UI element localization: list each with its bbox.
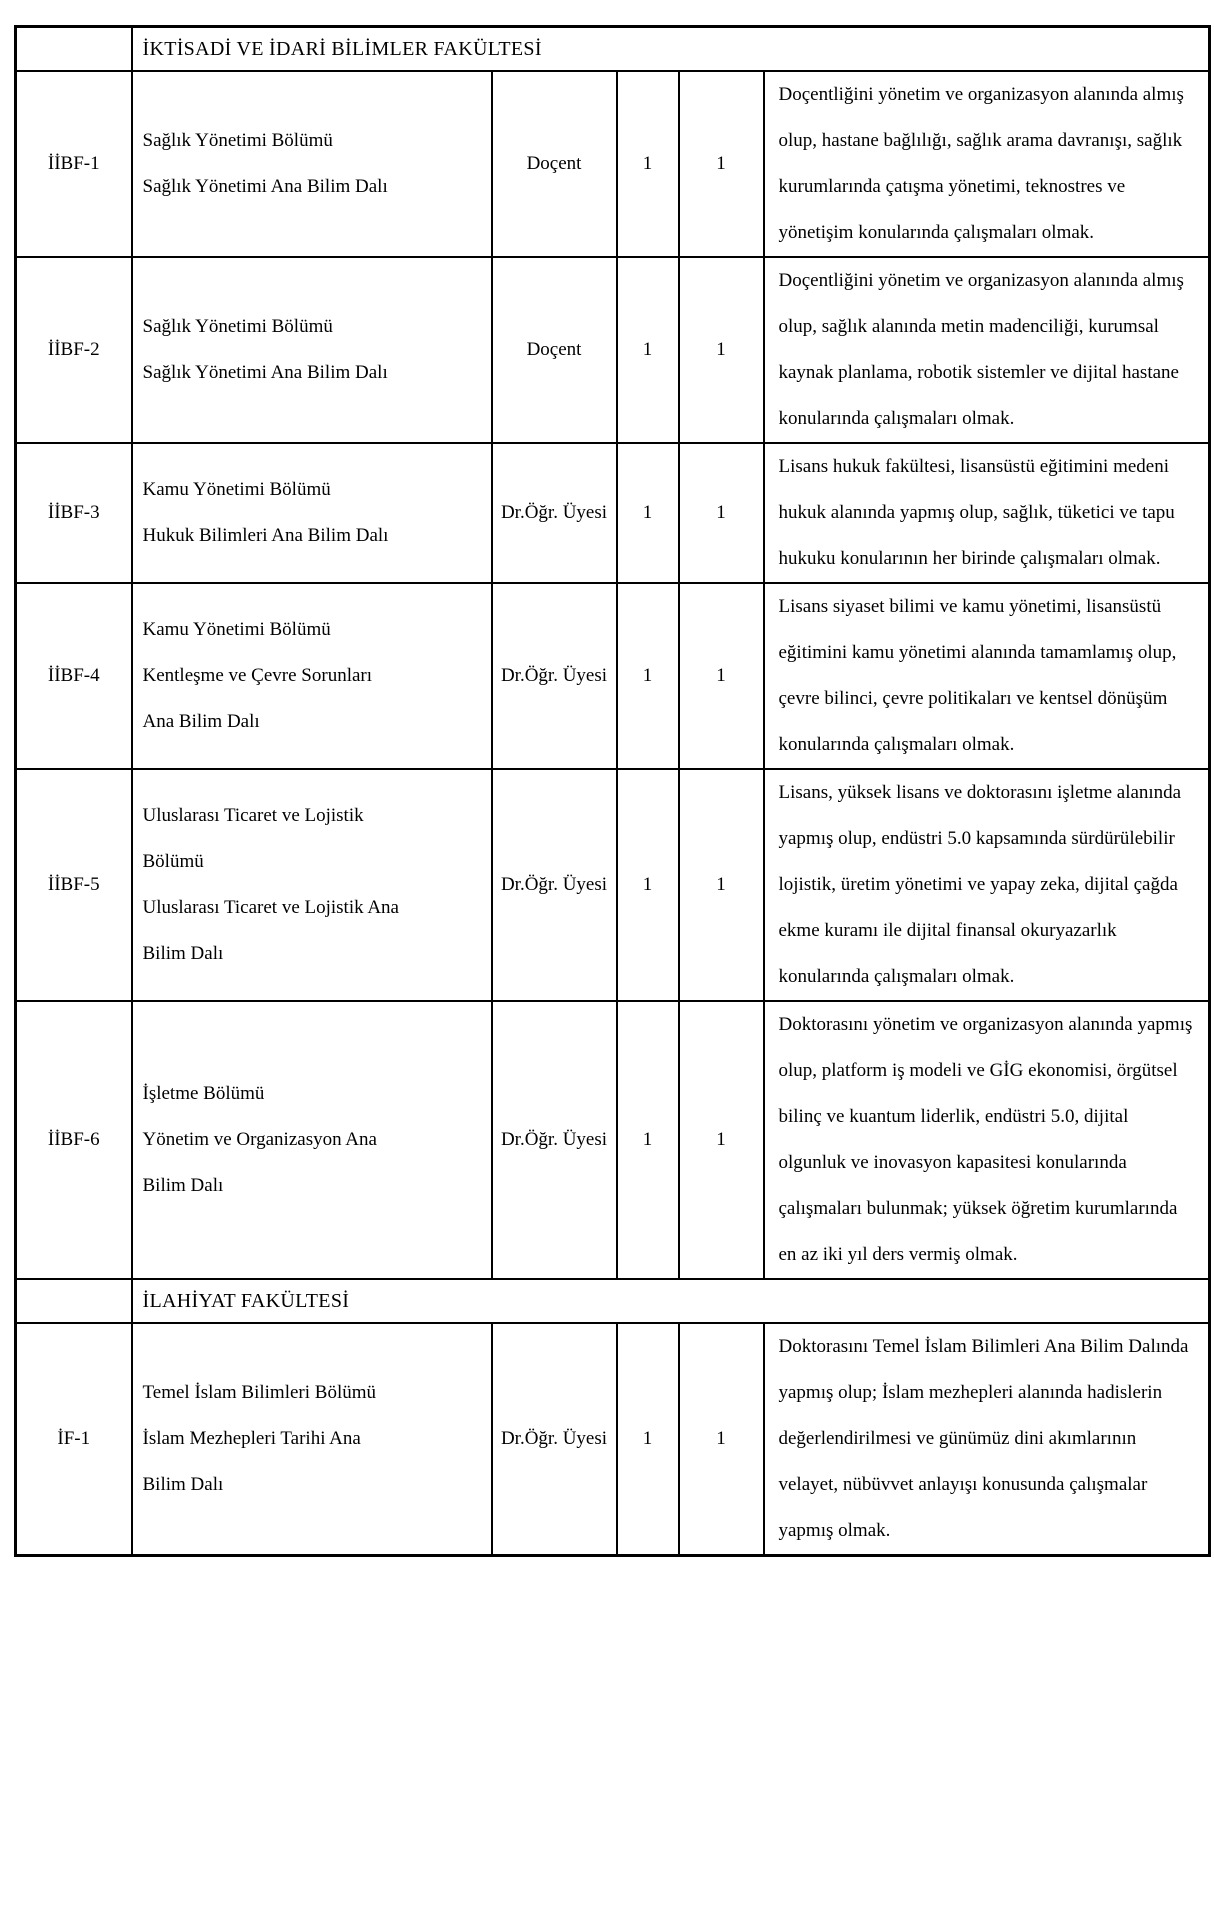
department-line: Uluslarası Ticaret ve Lojistik Ana xyxy=(142,897,399,918)
position-count: 1 xyxy=(615,768,680,1002)
requirements-description: Lisans hukuk fakültesi, lisansüstü eğiti… xyxy=(762,442,1211,584)
department-cell: Sağlık Yönetimi Bölümü Sağlık Yönetimi A… xyxy=(130,70,493,258)
table-row: İİBF-1 Sağlık Yönetimi Bölümü Sağlık Yön… xyxy=(14,70,1211,258)
position-code: İİBF-2 xyxy=(14,256,133,444)
department-line: İslam Mezhepleri Tarihi Ana xyxy=(142,1428,361,1449)
academic-title: Dr.Öğr. Üyesi xyxy=(490,1000,618,1280)
position-degree: 1 xyxy=(677,442,765,584)
position-count: 1 xyxy=(615,442,680,584)
department-line: Temel İslam Bilimleri Bölümü xyxy=(142,1382,377,1403)
department-line: Kamu Yönetimi Bölümü xyxy=(142,479,331,500)
table-row: İİBF-5 Uluslarası Ticaret ve Lojistik Bö… xyxy=(14,768,1211,1002)
section-header-row: İLAHİYAT FAKÜLTESİ xyxy=(14,1278,1211,1324)
department-line: Yönetim ve Organizasyon Ana xyxy=(142,1129,377,1150)
department-line: Hukuk Bilimleri Ana Bilim Dalı xyxy=(142,525,389,546)
position-count: 1 xyxy=(615,1000,680,1280)
requirements-description: Lisans, yüksek lisans ve doktorasını işl… xyxy=(762,768,1211,1002)
position-count: 1 xyxy=(615,70,680,258)
department-line: Sağlık Yönetimi Bölümü xyxy=(142,316,333,337)
position-code: İİBF-3 xyxy=(14,442,133,584)
department-line: Sağlık Yönetimi Ana Bilim Dalı xyxy=(142,362,388,383)
section-title: İLAHİYAT FAKÜLTESİ xyxy=(130,1278,1211,1324)
department-line: İşletme Bölümü xyxy=(142,1083,265,1104)
academic-title: Dr.Öğr. Üyesi xyxy=(490,582,618,770)
department-cell: Uluslarası Ticaret ve Lojistik Bölümü Ul… xyxy=(130,768,493,1002)
department-cell: Sağlık Yönetimi Bölümü Sağlık Yönetimi A… xyxy=(130,256,493,444)
requirements-description: Doçentliğini yönetim ve organizasyon ala… xyxy=(762,256,1211,444)
table-row: İF-1 Temel İslam Bilimleri Bölümü İslam … xyxy=(14,1322,1211,1557)
academic-title: Doçent xyxy=(490,256,618,444)
department-line: Kamu Yönetimi Bölümü xyxy=(142,619,331,640)
faculty-positions-table: İKTİSADİ VE İDARİ BİLİMLER FAKÜLTESİ İİB… xyxy=(14,25,1212,1557)
academic-title: Dr.Öğr. Üyesi xyxy=(490,768,618,1002)
requirements-description: Doçentliğini yönetim ve organizasyon ala… xyxy=(762,70,1211,258)
requirements-description: Doktorasını yönetim ve organizasyon alan… xyxy=(762,1000,1211,1280)
department-line: Bilim Dalı xyxy=(142,1175,224,1196)
department-cell: Kamu Yönetimi Bölümü Hukuk Bilimleri Ana… xyxy=(130,442,493,584)
position-code: İİBF-5 xyxy=(14,768,133,1002)
department-line: Bilim Dalı xyxy=(142,943,224,964)
academic-title: Dr.Öğr. Üyesi xyxy=(490,442,618,584)
department-line: Sağlık Yönetimi Ana Bilim Dalı xyxy=(142,176,388,197)
position-degree: 1 xyxy=(677,256,765,444)
table-row: İİBF-4 Kamu Yönetimi Bölümü Kentleşme ve… xyxy=(14,582,1211,770)
department-line: Bilim Dalı xyxy=(142,1474,224,1495)
position-code: İİBF-1 xyxy=(14,70,133,258)
table-row: İİBF-2 Sağlık Yönetimi Bölümü Sağlık Yön… xyxy=(14,256,1211,444)
section-empty-cell xyxy=(14,25,133,72)
academic-title: Doçent xyxy=(490,70,618,258)
requirements-description: Lisans siyaset bilimi ve kamu yönetimi, … xyxy=(762,582,1211,770)
section-empty-cell xyxy=(14,1278,133,1324)
department-line: Sağlık Yönetimi Bölümü xyxy=(142,130,333,151)
table-row: İİBF-6 İşletme Bölümü Yönetim ve Organiz… xyxy=(14,1000,1211,1280)
section-header-row: İKTİSADİ VE İDARİ BİLİMLER FAKÜLTESİ xyxy=(14,25,1211,72)
section-title: İKTİSADİ VE İDARİ BİLİMLER FAKÜLTESİ xyxy=(130,25,1211,72)
position-code: İİBF-4 xyxy=(14,582,133,770)
position-code: İİBF-6 xyxy=(14,1000,133,1280)
position-degree: 1 xyxy=(677,1000,765,1280)
department-line: Ana Bilim Dalı xyxy=(142,711,260,732)
department-cell: Kamu Yönetimi Bölümü Kentleşme ve Çevre … xyxy=(130,582,493,770)
position-count: 1 xyxy=(615,582,680,770)
academic-title: Dr.Öğr. Üyesi xyxy=(490,1322,618,1557)
position-degree: 1 xyxy=(677,1322,765,1557)
position-degree: 1 xyxy=(677,768,765,1002)
department-line: Kentleşme ve Çevre Sorunları xyxy=(142,665,373,686)
position-degree: 1 xyxy=(677,582,765,770)
requirements-description: Doktorasını Temel İslam Bilimleri Ana Bi… xyxy=(762,1322,1211,1557)
department-cell: İşletme Bölümü Yönetim ve Organizasyon A… xyxy=(130,1000,493,1280)
position-degree: 1 xyxy=(677,70,765,258)
position-count: 1 xyxy=(615,1322,680,1557)
department-cell: Temel İslam Bilimleri Bölümü İslam Mezhe… xyxy=(130,1322,493,1557)
department-line: Uluslarası Ticaret ve Lojistik xyxy=(142,805,364,826)
position-count: 1 xyxy=(615,256,680,444)
table-row: İİBF-3 Kamu Yönetimi Bölümü Hukuk Biliml… xyxy=(14,442,1211,584)
department-line: Bölümü xyxy=(142,851,204,872)
position-code: İF-1 xyxy=(14,1322,133,1557)
